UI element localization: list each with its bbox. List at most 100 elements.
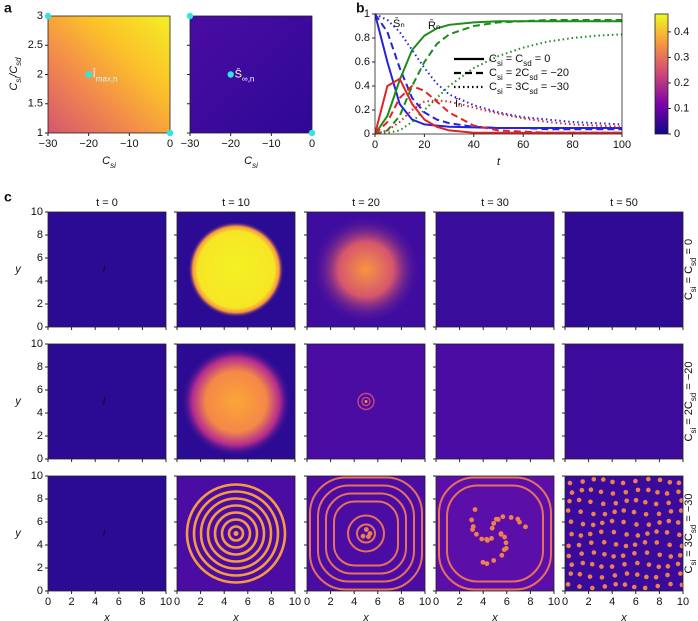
field-dot [499,552,505,558]
field-dot [632,542,638,547]
field-dot [602,552,607,557]
field-dot [632,584,637,590]
field-dot [591,476,597,482]
row-label-part: sd [689,525,698,533]
field-dot [657,552,663,558]
field-dot [591,550,597,555]
field-ring [213,511,259,556]
x-axis-label: Csi [244,155,258,170]
field-ring [446,484,544,583]
field-dot [655,583,661,589]
field-dot [503,540,509,546]
field-dot [624,571,630,576]
x-axis-label-part: C [102,155,110,167]
x-tick-label: 8 [398,596,404,608]
y-tick-label: 4 [37,539,43,551]
field-dot [600,477,606,482]
series-line [375,13,622,131]
x-tick-label: 0 [45,596,51,608]
row-label-part: = −20 [683,362,695,393]
field-dot [635,487,641,493]
field-dot [599,564,604,569]
x-tick-label: 80 [566,139,578,151]
plot-frame [435,475,555,592]
plot-frame [435,343,555,460]
field-dot [233,531,239,536]
field-dot [610,491,616,496]
field-dot [611,554,616,559]
field-ring [361,396,371,407]
field-ring [206,504,266,563]
y-tick-label: 2 [37,298,43,310]
field-ring [220,518,252,549]
legend-label: Csi = 3Csd = −30 [489,81,569,96]
x-tick-label: −10 [120,138,139,150]
y-tick-label: 0.2 [355,104,370,116]
colorbar-tick-label: 0.1 [674,102,689,114]
field-dot [589,561,595,567]
x-tick-label: 40 [468,139,480,151]
point-annotation: Īmax,n [93,68,118,83]
legend-label-part: = 3C [503,81,530,93]
plot-frame [176,475,296,592]
row-label-part: C [683,292,695,300]
field-dot [469,517,475,523]
field-dot [590,522,596,528]
plot-frame [47,475,167,592]
y-tick-label: 6 [37,252,43,264]
x-tick-label: 2 [586,596,592,608]
field-dot [489,525,495,531]
series-line [375,33,622,134]
field-dot [646,476,651,482]
field-dot [588,487,594,493]
field-dot [587,574,593,579]
plot-frame [176,211,296,328]
column-title: t = 10 [222,197,250,209]
point-annotation-part: Ī [93,68,97,80]
field-dot [621,508,627,513]
legend-label: Csi = Csd = 0 [489,53,550,68]
x-axis-label: x [232,612,239,621]
x-tick-label: −20 [79,138,98,150]
field-dot [568,571,574,576]
field-dot [364,400,368,403]
x-tick-label: 2 [328,596,334,608]
legend-label-part: = −30 [538,81,569,93]
heatmap-image [177,344,295,459]
heatmap-image [48,212,166,327]
legend-label-part: si [497,59,503,68]
field-dot [577,571,583,577]
field-dot [578,509,583,514]
column-title: t = 20 [352,197,380,209]
x-tick-label: −10 [262,138,281,150]
field-dot [568,519,574,524]
y-tick-label: 4 [37,275,43,287]
row-label-part: C [683,434,695,442]
field-dot [678,508,683,513]
legend-label-part: si [497,73,503,82]
field-dot [675,561,681,567]
field-ring [438,476,552,591]
plot-frame [564,343,684,460]
field-glow [181,346,291,457]
field-dot [644,574,649,580]
field-dot [566,553,572,559]
point-annotation-part: max,n [96,74,118,83]
row-label-part: sd [689,257,698,265]
field-dot [474,531,479,537]
point-annotation: S̄∞,n [235,68,255,83]
y-tick-label: 1 [37,127,43,139]
x-tick-label: 8 [268,596,274,608]
field-dot [633,478,638,484]
x-tick-label: 0 [304,596,310,608]
panel-label: c [4,189,12,205]
heatmap-image [436,344,554,459]
field-dot [656,564,662,570]
field-dot [612,573,618,578]
series-line [375,13,622,126]
field-ring [317,484,415,583]
field-dot [523,524,528,530]
field-annotation: I [102,395,105,407]
field-dot [667,542,672,548]
